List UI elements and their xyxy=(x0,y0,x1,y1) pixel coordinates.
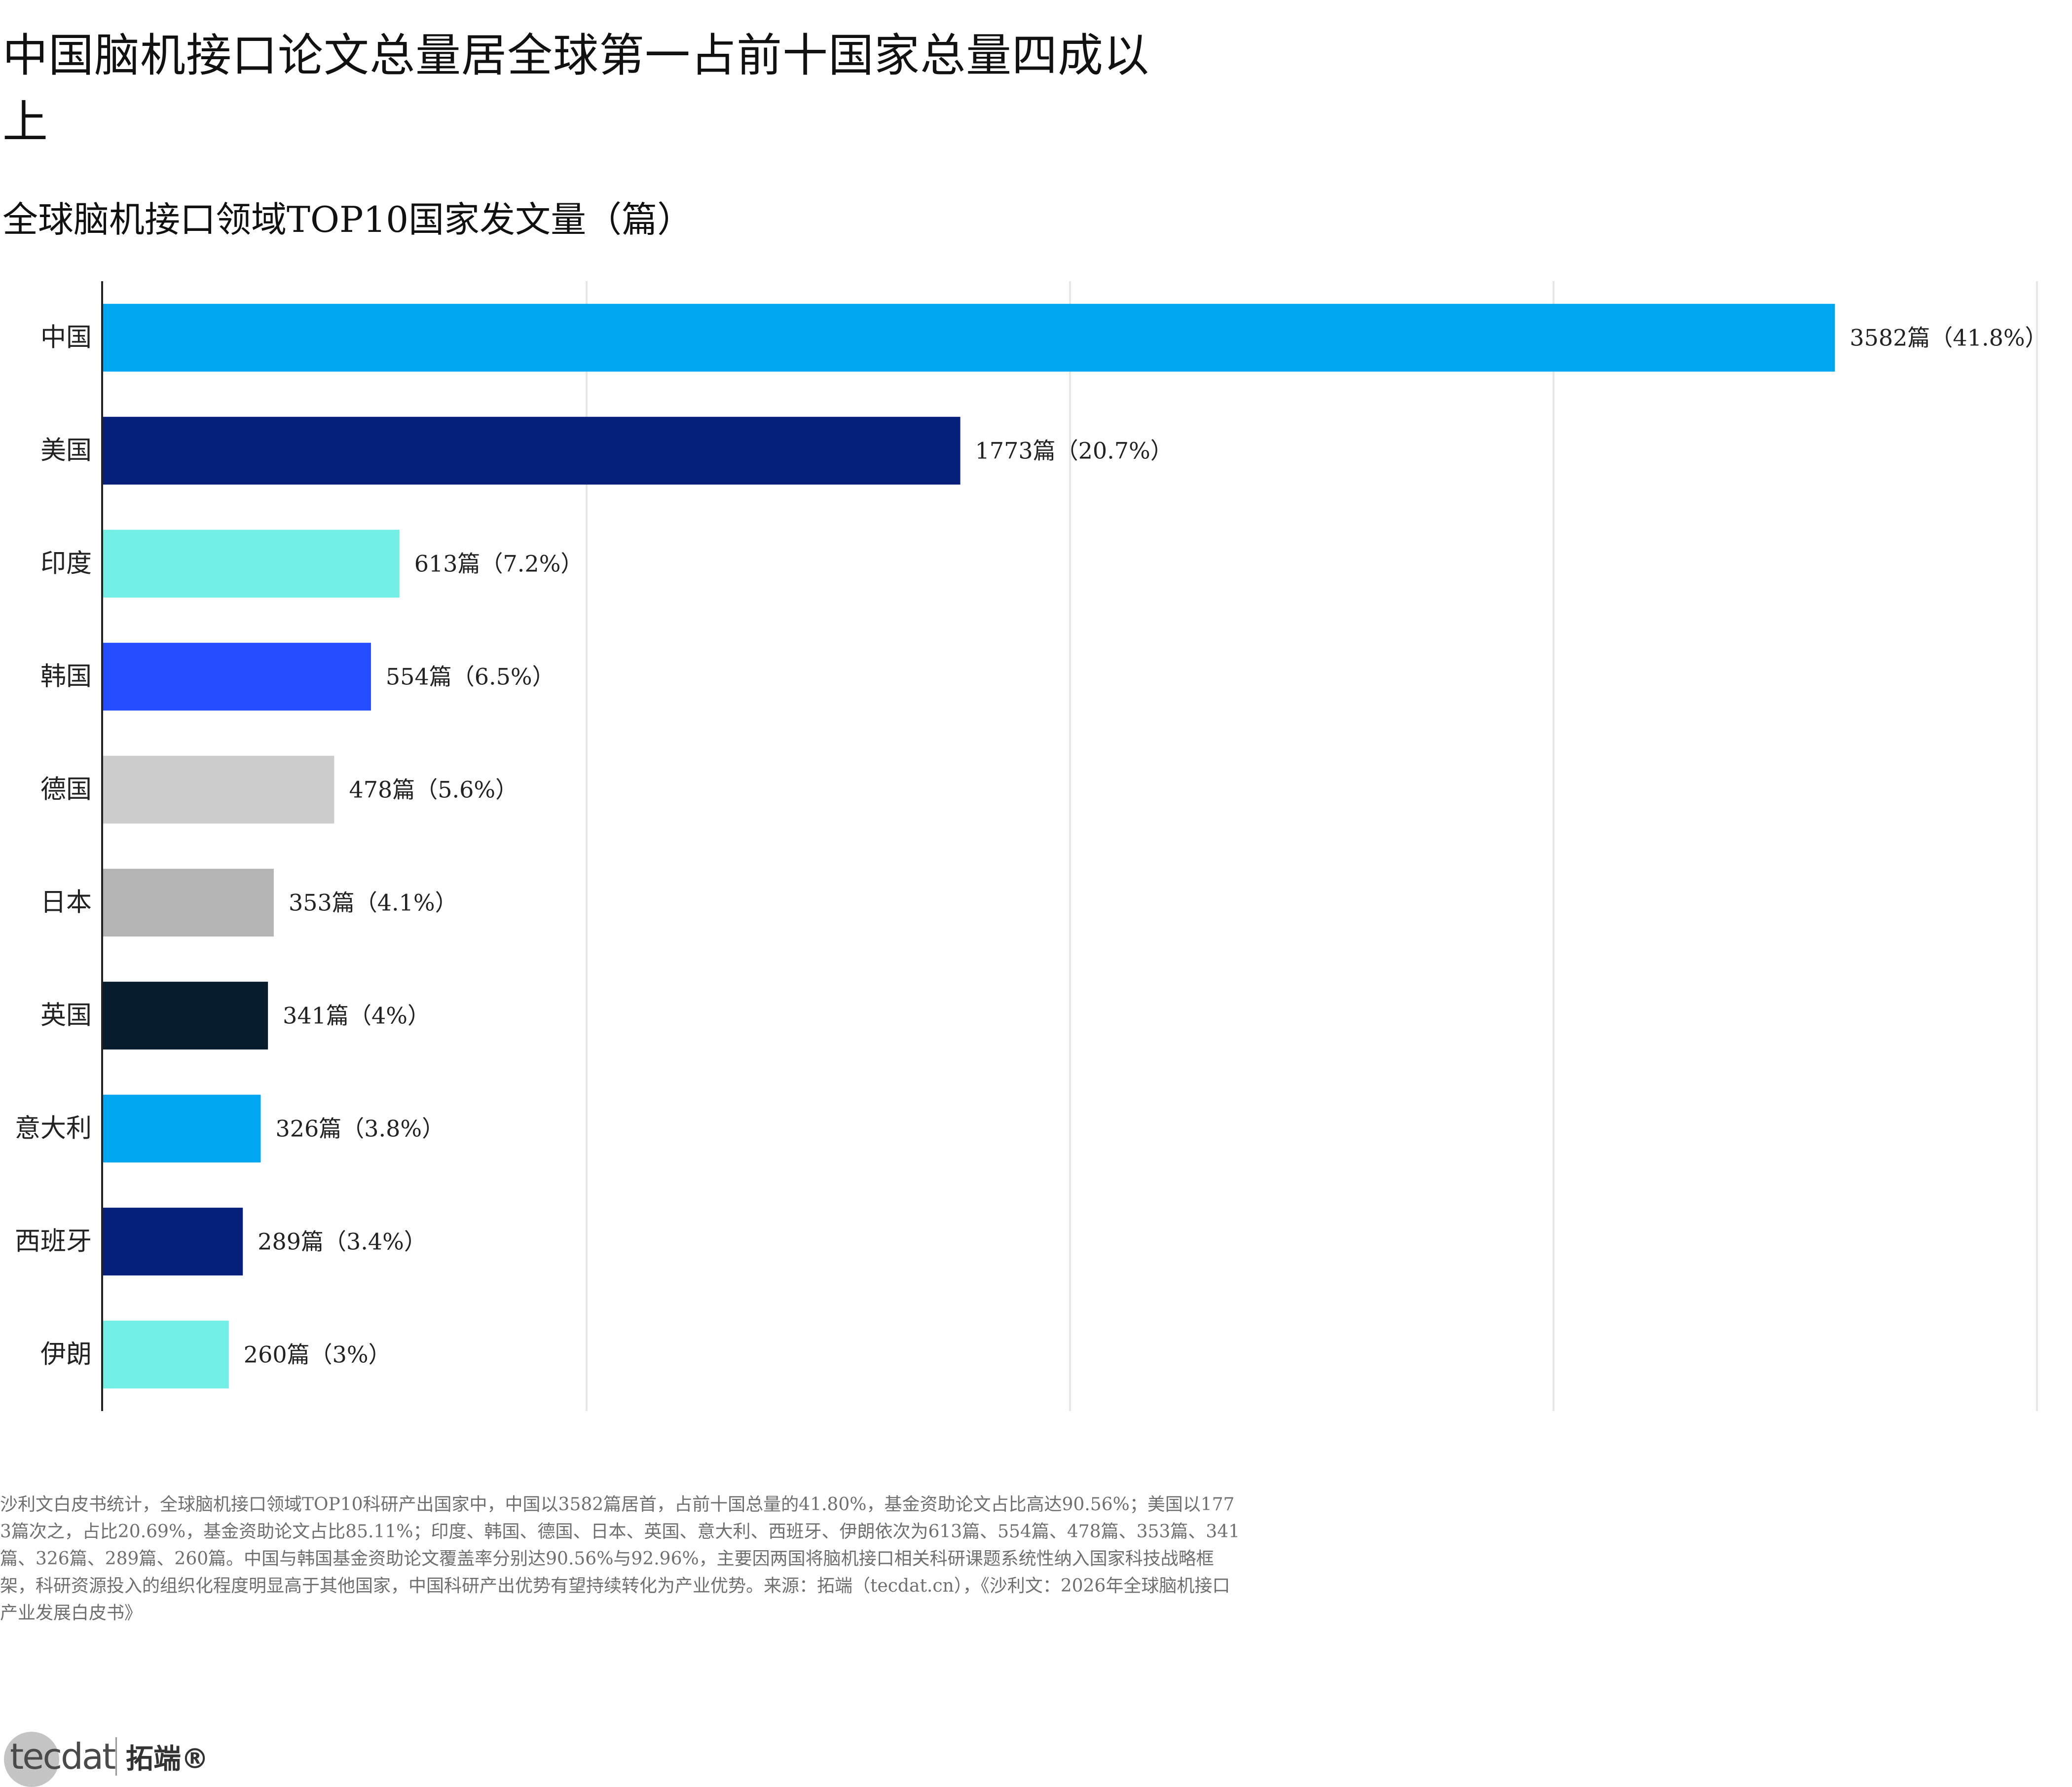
bar-3 xyxy=(103,529,400,598)
category-label-3: 印度 xyxy=(40,549,92,579)
bar-2 xyxy=(103,416,961,485)
bar-10 xyxy=(103,1320,229,1389)
category-label-6: 日本 xyxy=(40,888,92,918)
category-label-5: 德国 xyxy=(40,775,92,805)
category-label-8: 意大利 xyxy=(15,1114,92,1144)
data-labels: 3582篇（41.8%） 1773篇（20.7%） 613篇（7.2%） 554篇（6… xyxy=(244,325,2048,1368)
bar-9 xyxy=(103,1207,243,1276)
data-label-7: 341篇（4%） xyxy=(283,1003,430,1029)
data-label-5: 478篇（5.6%） xyxy=(349,777,518,803)
category-label-4: 韩国 xyxy=(40,662,92,692)
bar-5 xyxy=(103,755,334,824)
category-label-2: 美国 xyxy=(40,436,92,466)
category-label-7: 英国 xyxy=(40,1001,92,1031)
logo-word: tecdat xyxy=(10,1736,116,1777)
data-label-2: 1773篇（20.7%） xyxy=(975,438,1173,464)
logo-divider xyxy=(115,1737,117,1776)
tecdat-logo: tecdat 拓端® xyxy=(4,1727,209,1787)
data-label-1: 3582篇（41.8%） xyxy=(1850,325,2047,351)
data-label-8: 326篇（3.8%） xyxy=(275,1116,444,1142)
bar-8 xyxy=(103,1094,261,1163)
category-label-1: 中国 xyxy=(40,323,92,353)
data-label-3: 613篇（7.2%） xyxy=(414,551,584,577)
bar-7 xyxy=(103,981,268,1050)
bars xyxy=(103,303,1835,1389)
footnote: 沙利文白皮书统计，全球脑机接口领域TOP10科研产出国家中，中国以3582篇居首… xyxy=(0,1494,1240,1623)
data-label-9: 289篇（3.4%） xyxy=(258,1229,427,1255)
bar-4 xyxy=(103,642,371,711)
bar-6 xyxy=(103,868,274,937)
data-label-10: 260篇（3%） xyxy=(244,1341,391,1368)
chart-title: 全球脑机接口领域TOP10国家发文量（篇） xyxy=(2,199,693,240)
page-title: 中国脑机接口论文总量居全球第一占前十国家总量四成以上 xyxy=(2,29,1150,149)
data-label-6: 353篇（4.1%） xyxy=(289,890,458,916)
category-label-10: 伊朗 xyxy=(40,1340,92,1370)
category-label-9: 西班牙 xyxy=(15,1227,92,1257)
bar-1 xyxy=(103,303,1835,372)
gridlines xyxy=(586,281,2038,1411)
tecdat-mark: tecdat xyxy=(4,1727,116,1787)
logo-chinese-name: 拓端® xyxy=(126,1743,209,1775)
data-label-4: 554篇（6.5%） xyxy=(386,664,555,690)
